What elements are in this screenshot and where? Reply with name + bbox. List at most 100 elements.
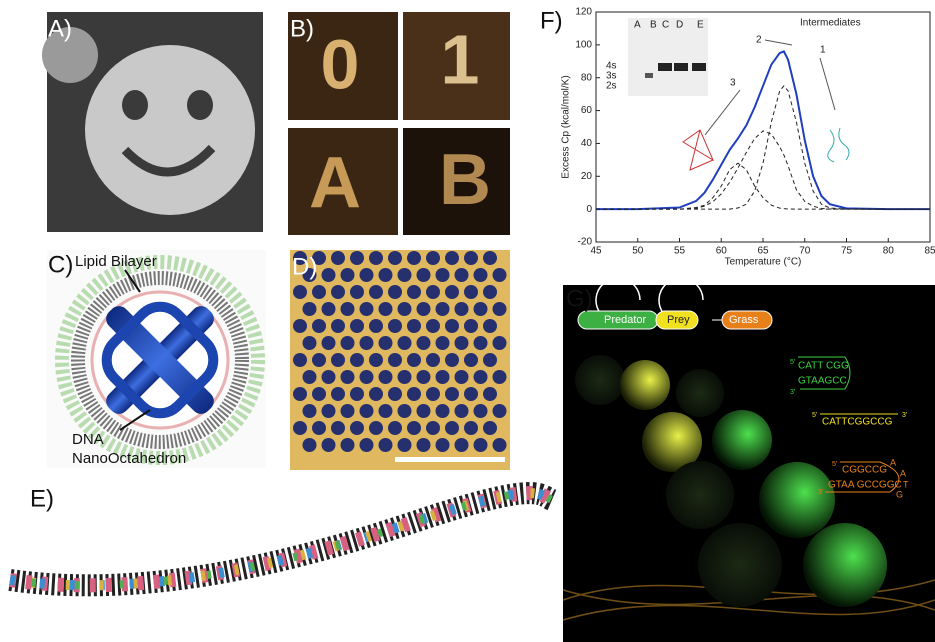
pore [493, 268, 507, 282]
pore [369, 353, 383, 367]
panel-a: A) [42, 12, 263, 232]
pore [312, 353, 326, 367]
pore [369, 387, 383, 401]
y-tick-label: 40 [581, 138, 593, 149]
pore [407, 251, 421, 265]
panel-label: E) [30, 485, 54, 512]
pore [312, 285, 326, 299]
pore [474, 268, 488, 282]
eye [187, 90, 213, 120]
pore [464, 285, 478, 299]
pore [493, 438, 507, 452]
pore [483, 285, 497, 299]
pore [303, 404, 317, 418]
pore [455, 438, 469, 452]
pore [426, 319, 440, 333]
pore [455, 302, 469, 316]
annotation: Intermediates [800, 18, 861, 29]
pore [322, 404, 336, 418]
pore [483, 319, 497, 333]
end-label: 3' [818, 489, 823, 496]
pore [398, 268, 412, 282]
end-label: 3' [902, 412, 907, 419]
pore [369, 251, 383, 265]
pore [360, 336, 374, 350]
pore [341, 404, 355, 418]
pore [474, 336, 488, 350]
pore [350, 285, 364, 299]
pore [407, 421, 421, 435]
lane-label: B [650, 20, 657, 31]
pore [436, 370, 450, 384]
pore [464, 251, 478, 265]
x-tick-label: 60 [716, 246, 728, 257]
pore [464, 319, 478, 333]
pore [464, 387, 478, 401]
lane-label: C [662, 20, 669, 31]
pore [312, 421, 326, 435]
pore [445, 421, 459, 435]
end-label: 5' [832, 461, 837, 468]
pore [360, 268, 374, 282]
pore [360, 370, 374, 384]
sequence: CGGCCG [842, 465, 887, 476]
pore [426, 353, 440, 367]
pore [350, 251, 364, 265]
droplet [759, 462, 835, 538]
pore [293, 319, 307, 333]
pore [379, 336, 393, 350]
pore [312, 387, 326, 401]
pore [369, 319, 383, 333]
x-tick-label: 45 [590, 246, 602, 257]
panel-label: C) [48, 251, 73, 278]
label: DNA [72, 431, 104, 448]
annotation: 2 [756, 35, 762, 46]
pore [331, 421, 345, 435]
eye [122, 90, 148, 120]
panel-d: D) [290, 250, 510, 470]
pore [493, 370, 507, 384]
panel-label: B) [290, 15, 314, 42]
page: A) 0 1 A B B) Lipid Bilayer DNA NanoOcta… [0, 0, 935, 642]
pore [445, 319, 459, 333]
pore [388, 251, 402, 265]
droplet [698, 523, 782, 607]
loop-base: A [900, 468, 906, 478]
pore [445, 387, 459, 401]
pore [360, 404, 374, 418]
pore [350, 421, 364, 435]
pore [407, 387, 421, 401]
pore [417, 438, 431, 452]
pore [464, 353, 478, 367]
pore [322, 370, 336, 384]
y-tick-label: 100 [575, 39, 592, 50]
pore [341, 302, 355, 316]
droplet [803, 523, 887, 607]
glyph: A [309, 143, 361, 223]
y-tick-label: 80 [581, 72, 593, 83]
x-tick-label: 70 [799, 246, 811, 257]
panel-label: F) [540, 7, 563, 34]
pore [341, 268, 355, 282]
pore [322, 268, 336, 282]
figure: A) 0 1 A B B) Lipid Bilayer DNA NanoOcta… [0, 0, 935, 642]
annotation: 3 [730, 78, 736, 89]
pore [407, 319, 421, 333]
pore [445, 251, 459, 265]
pore [483, 421, 497, 435]
pore [455, 268, 469, 282]
pore [360, 438, 374, 452]
pore [398, 404, 412, 418]
label: Lipid Bilayer [75, 253, 157, 270]
pore [417, 268, 431, 282]
panel-label: G) [566, 285, 593, 312]
pore [388, 353, 402, 367]
pore [474, 404, 488, 418]
pore [474, 370, 488, 384]
pore [455, 370, 469, 384]
pore [417, 302, 431, 316]
pore [379, 438, 393, 452]
end-label: 3' [790, 389, 795, 396]
pore [426, 251, 440, 265]
end-label: 5' [790, 359, 795, 366]
